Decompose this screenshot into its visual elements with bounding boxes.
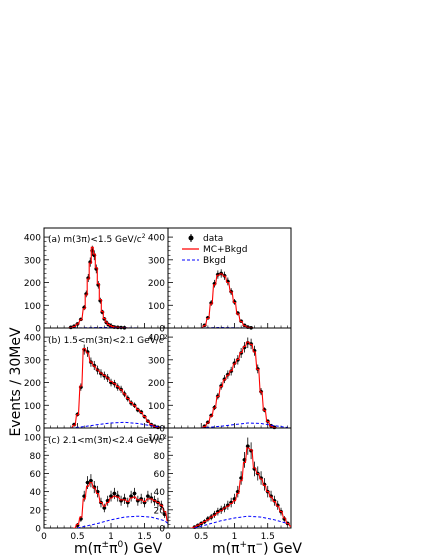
y-tick-label-c-right: 100 — [148, 434, 165, 444]
y-tick-label-a-left: 0 — [35, 325, 41, 335]
y-tick-label-a-right: 100 — [148, 302, 165, 312]
x-tick-label-c-right: 1 — [232, 532, 238, 542]
y-tick-label-c-left: 60 — [30, 470, 42, 480]
x-tick-label-c-right: 1.5 — [261, 532, 275, 542]
mc-histogram-a-right — [200, 273, 256, 328]
legend-data-label: data — [203, 234, 223, 244]
legend-mc-label: MC+Bkgd — [203, 245, 247, 255]
y-tick-label-c-left: 80 — [30, 452, 42, 462]
x-tick-label-c-left: 0.5 — [70, 532, 84, 542]
y-tick-label-b-left: 0 — [35, 425, 41, 435]
y-tick-label-b-right: 0 — [159, 425, 165, 435]
panel-frame-b-right — [167, 327, 292, 429]
panel-label-a: (a) m(3π)<1.5 GeV/c2 — [48, 233, 146, 245]
legend-bkg-label: Bkgd — [203, 256, 226, 266]
chart-panels: 0100200300400010020030040001002003004000… — [24, 227, 292, 542]
panel-a-right: 0 100 200 300 400 — [148, 227, 292, 335]
y-tick-label-b-right: 400 — [148, 334, 165, 344]
bkgd-curve-b-right — [201, 422, 288, 428]
y-tick-label-b-right: 300 — [148, 356, 165, 366]
panel-b-left: 0 100 200 300 400 — [24, 327, 169, 435]
panel-label-b: (b) 1.5<m(3π)<2.1 GeV/c2 — [48, 334, 168, 346]
legend-data-marker — [188, 235, 194, 241]
y-tick-label-c-left: 20 — [30, 506, 42, 516]
legend: data MC+Bkgd Bkgd — [182, 234, 247, 266]
y-tick-label-b-left: 300 — [24, 356, 41, 366]
y-tick-label-a-left: 200 — [24, 279, 41, 289]
bkgd-curve-c-left — [77, 515, 168, 528]
y-tick-label-a-right: 300 — [148, 256, 165, 266]
y-tick-label-c-right: 80 — [154, 452, 166, 462]
panel-label-c: (c) 2.1<m(3π)<2.4 GeV/c2 — [48, 434, 167, 446]
x-axis-label-left: m(π±π0) GeV — [74, 540, 163, 557]
data-point-c-left — [146, 494, 150, 498]
y-tick-label-c-left: 0 — [35, 525, 41, 535]
y-tick-label-b-right: 200 — [148, 379, 165, 389]
y-tick-label-a-left: 300 — [24, 256, 41, 266]
data-point-c-right — [245, 444, 250, 448]
panel-frame-c-right — [167, 427, 292, 529]
y-tick-label-a-right: 0 — [159, 325, 165, 335]
y-tick-label-a-right: 400 — [148, 234, 165, 244]
bkgd-curve-c-right — [194, 515, 288, 528]
x-tick-label-c-right: 0 — [165, 532, 171, 542]
x-tick-label-c-left: 1 — [108, 532, 114, 542]
panel-b-right: 0 100 200 300 400 — [148, 327, 292, 435]
mc-histogram-b-right — [200, 341, 279, 428]
y-tick-label-b-left: 400 — [24, 334, 41, 344]
mc-histogram-c-right — [190, 447, 291, 528]
data-point-c-left — [112, 491, 117, 496]
x-tick-label-c-left: 0 — [41, 532, 47, 542]
y-tick-label-b-left: 200 — [24, 379, 41, 389]
y-tick-label-b-left: 100 — [24, 402, 41, 412]
y-tick-label-c-right: 20 — [154, 506, 166, 516]
y-axis-label: Events / 30MeV — [8, 327, 24, 437]
panel-frame-a-right — [167, 227, 292, 329]
x-tick-label-c-left: 1.5 — [137, 532, 151, 542]
y-tick-label-a-right: 200 — [148, 279, 165, 289]
y-tick-label-c-right: 0 — [159, 525, 165, 535]
mc-histogram-c-left — [73, 481, 168, 528]
y-tick-label-a-left: 100 — [24, 302, 41, 312]
y-tick-label-a-left: 400 — [24, 234, 41, 244]
y-tick-label-c-left: 40 — [30, 488, 42, 498]
y-tick-label-c-right: 60 — [154, 470, 166, 480]
bkgd-curve-b-left — [70, 421, 162, 428]
data-point-c-left — [89, 478, 93, 483]
data-point-c-left — [102, 506, 107, 510]
data-point-c-left — [129, 494, 133, 498]
data-point-c-left — [132, 491, 137, 496]
y-tick-label-c-right: 40 — [154, 488, 166, 498]
mc-histogram-a-left — [66, 246, 133, 328]
x-tick-label-c-right: 0.5 — [194, 532, 208, 542]
x-axis-label-right: m(π+π−) GeV — [212, 540, 302, 557]
data-point-c-left — [109, 494, 113, 498]
y-tick-label-b-right: 100 — [148, 402, 165, 412]
mc-histogram-b-left — [69, 347, 163, 428]
data-point-c-left — [85, 480, 90, 485]
y-tick-label-c-left: 100 — [24, 434, 41, 444]
